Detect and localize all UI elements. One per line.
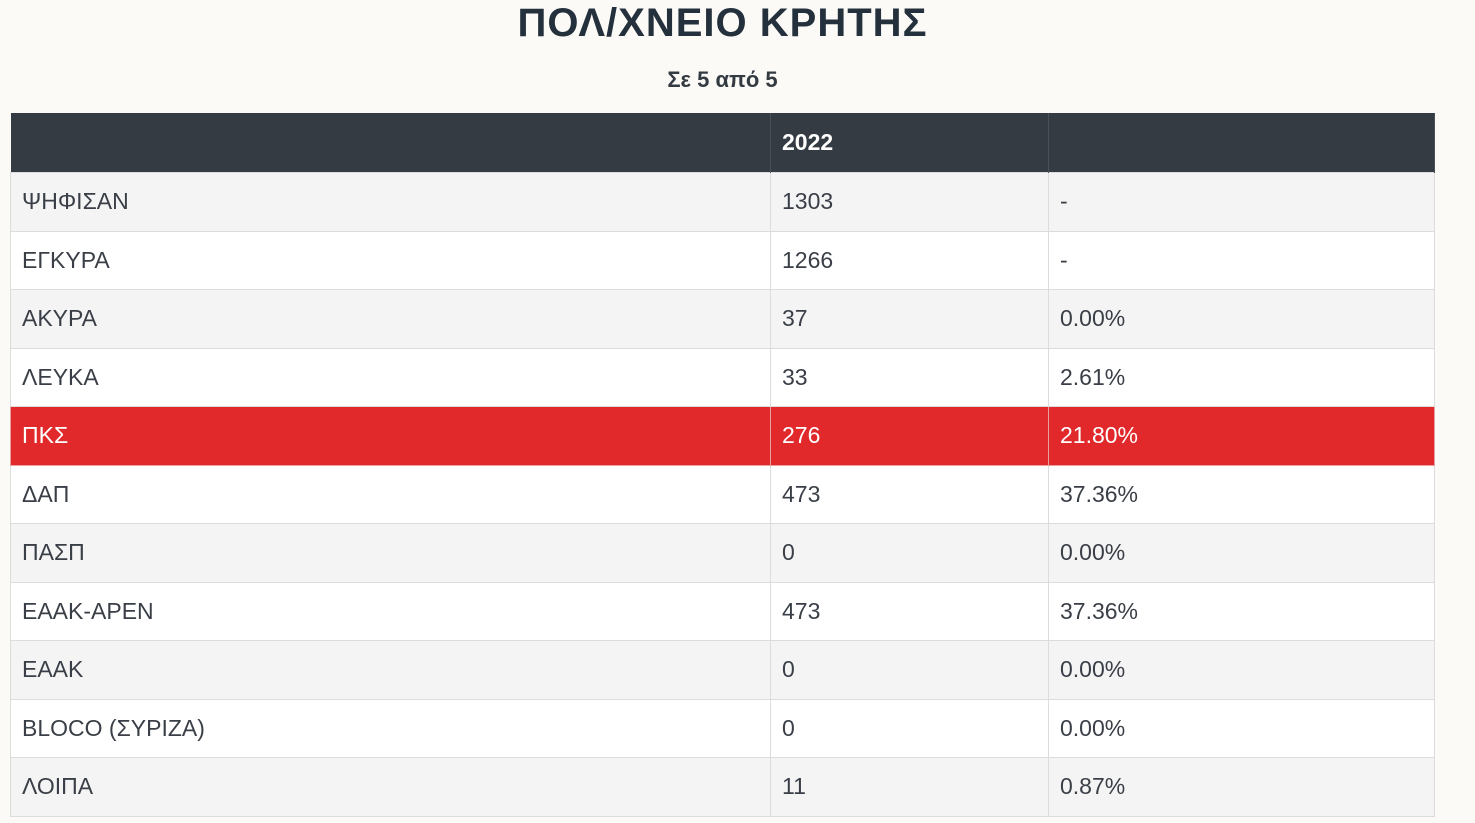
row-count: 11 xyxy=(770,757,1049,817)
table-row: ΑΚΥΡΑ 37 0.00% xyxy=(10,289,1435,349)
table-row: ΨΗΦΙΣΑΝ 1303- xyxy=(10,172,1435,232)
row-count: 0 xyxy=(770,640,1049,700)
row-count: 0 xyxy=(770,523,1049,583)
row-count: 1303 xyxy=(770,172,1049,232)
row-label: ΕΓΚΥΡΑ xyxy=(10,230,771,290)
row-label: ΑΚΥΡΑ xyxy=(10,289,771,349)
row-label: ΠΚΣ xyxy=(10,406,771,466)
row-count: 0 xyxy=(770,698,1049,758)
row-label: ΨΗΦΙΣΑΝ xyxy=(10,172,771,232)
row-percent: 0.00% xyxy=(1048,289,1435,349)
row-label: ΕΑΑΚ-ΑΡΕΝ xyxy=(10,581,771,641)
table-row: ΕΑΑΚ 0 0.00% xyxy=(10,640,1435,700)
row-percent: 0.00% xyxy=(1048,523,1435,583)
row-label: ΛΟΙΠΑ xyxy=(10,757,771,817)
row-percent: - xyxy=(1048,172,1435,232)
row-percent: - xyxy=(1048,230,1435,290)
row-label: ΠΑΣΠ xyxy=(10,523,771,583)
table-row: ΠΑΣΠ 0 0.00% xyxy=(10,523,1435,583)
header-row: 2022 xyxy=(10,113,1435,173)
table-row: ΛΕΥΚΑ 33 2.61% xyxy=(10,347,1435,407)
page-subtitle: Σε 5 από 5 xyxy=(667,67,778,92)
results-table: 2022 ΨΗΦΙΣΑΝ 1303- ΕΓΚΥΡΑ 1266- ΑΚΥΡΑ 37 0.00%… xyxy=(10,113,1435,817)
table-body: ΨΗΦΙΣΑΝ 1303- ΕΓΚΥΡΑ 1266- ΑΚΥΡΑ 37 0.00% ΛΕΥΚΑ… xyxy=(10,172,1435,817)
table-row: ΠΚΣ 276 21.80% xyxy=(10,406,1435,466)
row-percent: 0.00% xyxy=(1048,698,1435,758)
row-percent: 0.87% xyxy=(1048,757,1435,817)
row-label: ΕΑΑΚ xyxy=(10,640,771,700)
row-count: 473 xyxy=(770,581,1049,641)
row-label: ΔΑΠ xyxy=(10,464,771,524)
row-count: 1266 xyxy=(770,230,1049,290)
row-percent: 0.00% xyxy=(1048,640,1435,700)
row-percent: 21.80% xyxy=(1048,406,1435,466)
row-percent: 37.36% xyxy=(1048,581,1435,641)
header-cell xyxy=(1048,113,1435,173)
table-row: ΕΑΑΚ-ΑΡΕΝ 473 37.36% xyxy=(10,581,1435,641)
row-percent: 2.61% xyxy=(1048,347,1435,407)
row-count: 37 xyxy=(770,289,1049,349)
header-cell xyxy=(10,113,771,173)
header-year: 2022 xyxy=(770,113,1049,173)
row-label: ΛΕΥΚΑ xyxy=(10,347,771,407)
table-row: ΛΟΙΠΑ 11 0.87% xyxy=(10,757,1435,817)
row-count: 33 xyxy=(770,347,1049,407)
table-row: BLOCO (ΣΥΡΙΖΑ) 0 0.00% xyxy=(10,698,1435,758)
table-row: ΔΑΠ 473 37.36% xyxy=(10,464,1435,524)
row-count: 473 xyxy=(770,464,1049,524)
table-row: ΕΓΚΥΡΑ 1266- xyxy=(10,230,1435,290)
row-percent: 37.36% xyxy=(1048,464,1435,524)
page-title: ΠΟΛ/ΧΝΕΙΟ ΚΡΗΤΗΣ xyxy=(517,1,928,45)
row-label: BLOCO (ΣΥΡΙΖΑ) xyxy=(10,698,771,758)
row-count: 276 xyxy=(770,406,1049,466)
